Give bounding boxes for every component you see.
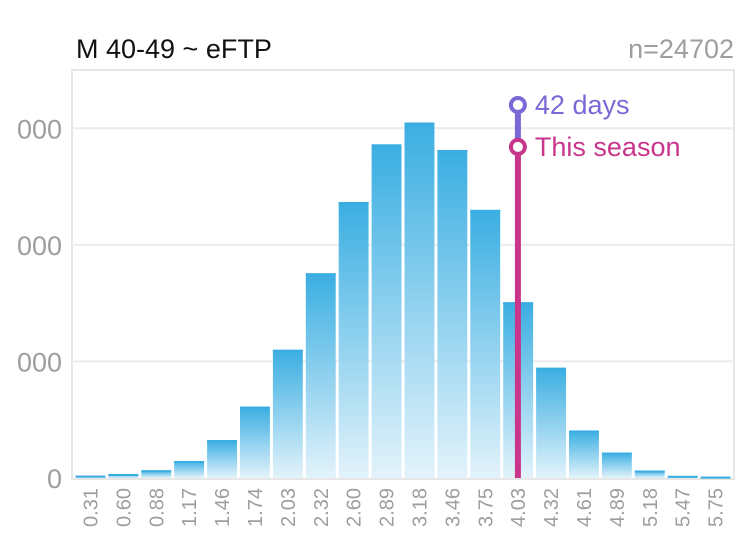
bar bbox=[338, 201, 369, 478]
y-tick-label: 000 bbox=[17, 114, 62, 144]
bar bbox=[141, 470, 172, 478]
x-tick-label: 0.31 bbox=[80, 488, 102, 527]
bar bbox=[569, 430, 599, 478]
x-tick-label: 1.46 bbox=[212, 488, 234, 527]
x-tick-label: 4.61 bbox=[574, 488, 596, 527]
bar bbox=[536, 367, 566, 478]
bar bbox=[240, 406, 270, 478]
marker-this-season-label: This season bbox=[535, 132, 681, 162]
y-tick-label: 000 bbox=[17, 347, 62, 377]
x-tick-label: 0.88 bbox=[146, 488, 168, 527]
y-tick-label: 0 bbox=[47, 464, 62, 494]
x-tick-label: 2.03 bbox=[278, 488, 300, 527]
marker-this-season-dot bbox=[508, 137, 527, 156]
chart-title: M 40-49 ~ eFTP bbox=[76, 34, 272, 64]
x-tick-label: 5.75 bbox=[706, 488, 728, 527]
x-tick-label: 3.46 bbox=[442, 488, 464, 527]
marker-42-days-label: 42 days bbox=[535, 90, 630, 120]
x-tick-label: 1.74 bbox=[245, 488, 267, 527]
x-tick-label: 4.03 bbox=[508, 488, 530, 527]
x-tick-label: 3.75 bbox=[475, 488, 497, 527]
bar bbox=[207, 439, 237, 478]
x-tick-label: 2.32 bbox=[311, 488, 333, 527]
bar bbox=[305, 273, 336, 478]
x-tick-label: 4.32 bbox=[541, 488, 563, 527]
bar bbox=[371, 144, 402, 479]
marker-42-days-dot bbox=[508, 95, 527, 114]
x-tick-label: 3.18 bbox=[409, 488, 431, 527]
bar bbox=[470, 209, 501, 478]
plot-frame bbox=[71, 69, 735, 480]
bar bbox=[601, 452, 632, 478]
x-tick-label: 2.89 bbox=[377, 488, 399, 527]
x-tick-label: 5.18 bbox=[640, 488, 662, 527]
bar bbox=[404, 122, 435, 478]
bar bbox=[634, 470, 665, 478]
bar bbox=[272, 349, 303, 478]
x-tick-label: 4.89 bbox=[607, 488, 629, 527]
x-tick-label: 0.60 bbox=[113, 488, 135, 527]
x-tick-label: 1.17 bbox=[179, 488, 201, 527]
bar bbox=[437, 149, 468, 478]
x-tick-label: 2.60 bbox=[344, 488, 366, 527]
bar bbox=[174, 460, 205, 478]
sample-count: n=24702 bbox=[628, 34, 734, 64]
x-tick-label: 5.47 bbox=[673, 488, 695, 527]
y-tick-label: 000 bbox=[17, 231, 62, 261]
